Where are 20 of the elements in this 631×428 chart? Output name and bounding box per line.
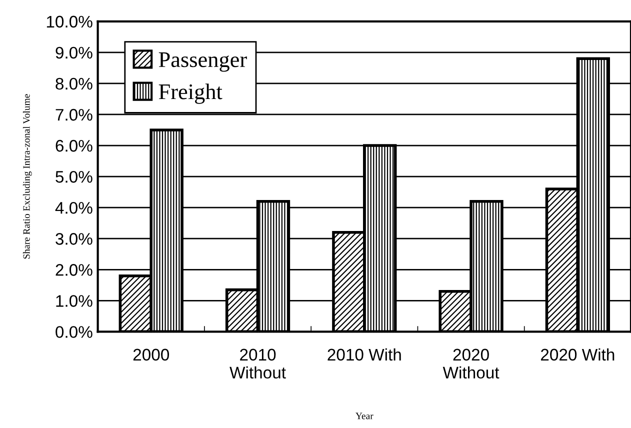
y-tick-label: 9.0%: [56, 46, 92, 59]
y-tick-label: 7.0%: [56, 108, 92, 121]
x-tick-label: 2020 With: [541, 348, 614, 361]
y-tick-label: 4.0%: [55, 202, 92, 214]
x-tick-label: 2000: [133, 348, 170, 361]
y-tick-label: 6.0%: [56, 140, 92, 152]
y-tick-label: 2.0%: [56, 264, 92, 276]
x-tick-label: 2020 Without: [442, 348, 500, 379]
y-tick-label: 0.0%: [56, 326, 92, 338]
x-tick-label: 2010 With: [328, 348, 401, 361]
legend-label: Passenger: [158, 52, 247, 72]
y-tick-label: 3.0%: [56, 233, 92, 245]
y-axis-title: Share Ratio Excluding Intra-zonal Volume: [22, 94, 32, 259]
y-tick-label: 10.0%: [46, 16, 92, 28]
y-tick-label: 1.0%: [56, 295, 92, 307]
x-tick-label: 2010 Without: [230, 348, 286, 379]
y-tick-label: 8.0%: [56, 78, 92, 90]
legend-label: Freight: [158, 84, 222, 104]
y-tick-label: 5.0%: [56, 170, 92, 183]
x-axis-title: Year: [356, 412, 374, 420]
